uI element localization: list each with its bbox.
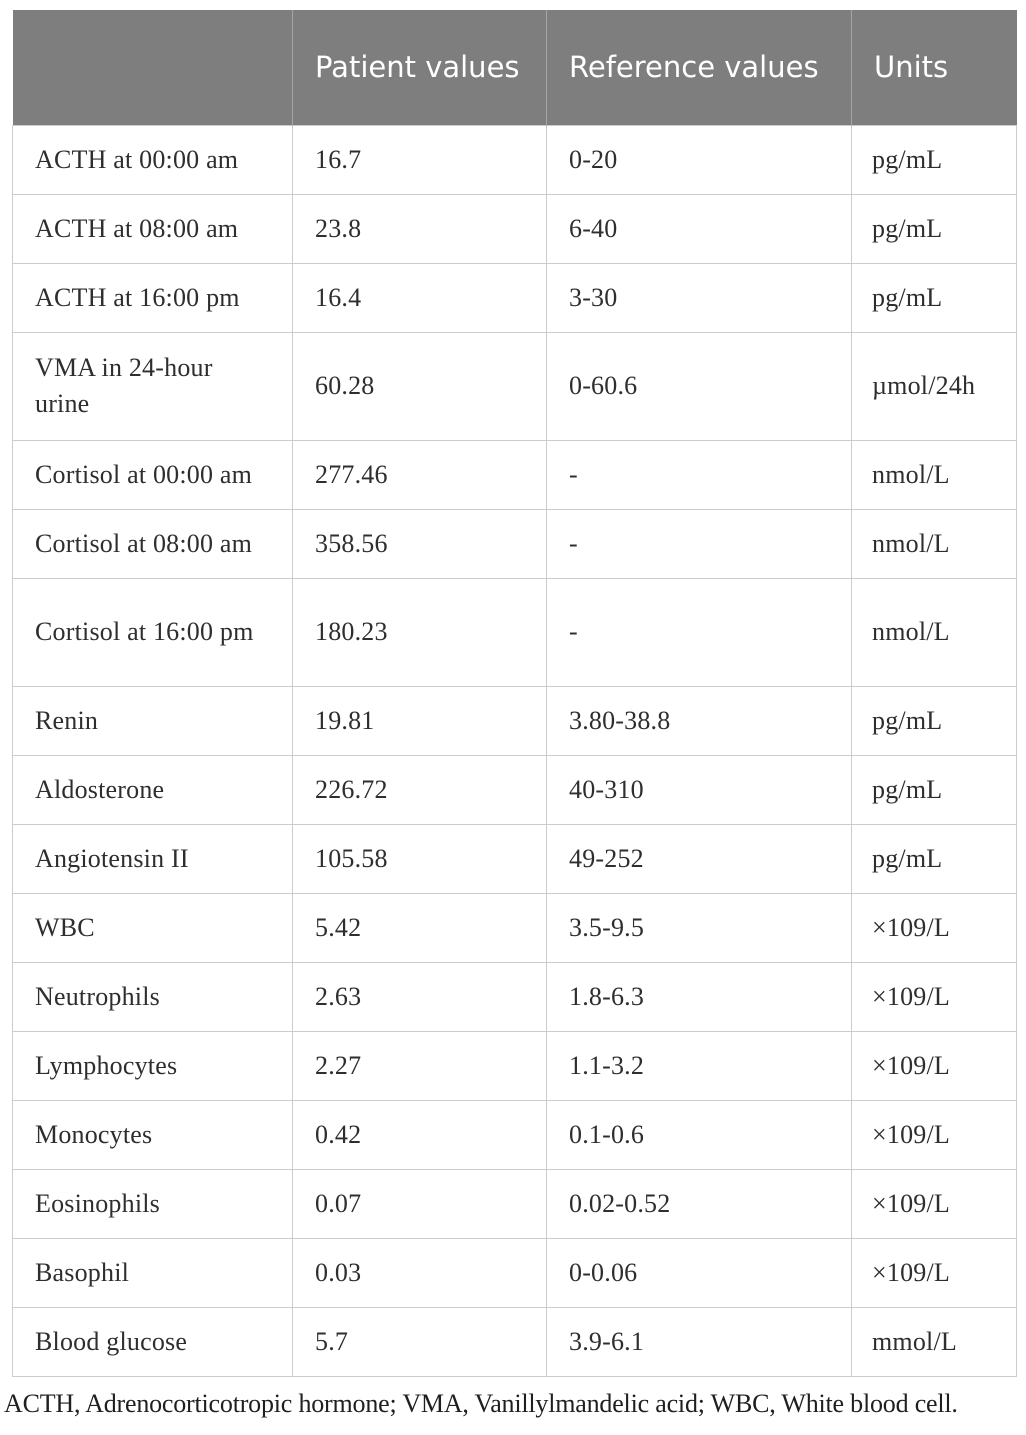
parameter-cell: Cortisol at 16:00 pm (12, 577, 293, 687)
patient-value-cell: 0.03 (292, 1237, 547, 1308)
header-reference-values: Reference values (546, 10, 852, 125)
patient-value-cell: 0.42 (292, 1099, 547, 1170)
reference-value-cell: 3.80-38.8 (546, 685, 852, 756)
units-cell: µmol/24h (851, 331, 1017, 441)
reference-value-cell: 0-0.06 (546, 1237, 852, 1308)
patient-value-cell: 2.63 (292, 961, 547, 1032)
table-row: ACTH at 00:00 am 16.7 0-20 pg/mL (12, 124, 1017, 195)
parameter-cell: ACTH at 00:00 am (12, 124, 293, 195)
parameter-cell: Aldosterone (12, 754, 293, 825)
parameter-cell: WBC (12, 892, 293, 963)
reference-value-cell: 6-40 (546, 193, 852, 264)
parameter-cell: Neutrophils (12, 961, 293, 1032)
reference-value-cell: - (546, 508, 852, 579)
units-cell: ×109/L (851, 1237, 1017, 1308)
units-cell: nmol/L (851, 439, 1017, 510)
table-footnote: ACTH, Adrenocorticotropic hormone; VMA, … (4, 1388, 958, 1418)
table-row: Angiotensin II 105.58 49-252 pg/mL (12, 823, 1017, 894)
units-cell: nmol/L (851, 577, 1017, 687)
patient-value-cell: 2.27 (292, 1030, 547, 1101)
units-cell: ×109/L (851, 892, 1017, 963)
reference-value-cell: 0.02-0.52 (546, 1168, 852, 1239)
parameter-cell: ACTH at 16:00 pm (12, 262, 293, 333)
units-cell: mmol/L (851, 1306, 1017, 1377)
reference-value-cell: 1.1-3.2 (546, 1030, 852, 1101)
units-cell: ×109/L (851, 1030, 1017, 1101)
units-cell: pg/mL (851, 262, 1017, 333)
reference-value-cell: 3-30 (546, 262, 852, 333)
units-cell: pg/mL (851, 754, 1017, 825)
table-row: Renin 19.81 3.80-38.8 pg/mL (12, 685, 1017, 756)
lab-results-table: Patient values Reference values Units AC… (12, 10, 1017, 1377)
table-row: Cortisol at 00:00 am 277.46 - nmol/L (12, 439, 1017, 510)
reference-value-cell: - (546, 577, 852, 687)
patient-value-cell: 226.72 (292, 754, 547, 825)
header-parameter (12, 10, 293, 125)
patient-value-cell: 23.8 (292, 193, 547, 264)
patient-value-cell: 16.4 (292, 262, 547, 333)
reference-value-cell: 1.8-6.3 (546, 961, 852, 1032)
units-cell: ×109/L (851, 1168, 1017, 1239)
parameter-cell: Blood glucose (12, 1306, 293, 1377)
parameter-cell: VMA in 24-hour urine (12, 331, 293, 441)
table-row: WBC 5.42 3.5-9.5 ×109/L (12, 892, 1017, 963)
table-row: Blood glucose 5.7 3.9-6.1 mmol/L (12, 1306, 1017, 1377)
table-row: Neutrophils 2.63 1.8-6.3 ×109/L (12, 961, 1017, 1032)
reference-value-cell: 0.1-0.6 (546, 1099, 852, 1170)
patient-value-cell: 5.42 (292, 892, 547, 963)
parameter-cell: Cortisol at 08:00 am (12, 508, 293, 579)
table-body: ACTH at 00:00 am 16.7 0-20 pg/mL ACTH at… (12, 124, 1017, 1377)
parameter-cell: ACTH at 08:00 am (12, 193, 293, 264)
patient-value-cell: 16.7 (292, 124, 547, 195)
parameter-cell: Angiotensin II (12, 823, 293, 894)
table-row: Lymphocytes 2.27 1.1-3.2 ×109/L (12, 1030, 1017, 1101)
table-row: Monocytes 0.42 0.1-0.6 ×109/L (12, 1099, 1017, 1170)
units-cell: pg/mL (851, 685, 1017, 756)
header-row: Patient values Reference values Units (12, 10, 1017, 125)
patient-value-cell: 358.56 (292, 508, 547, 579)
units-cell: pg/mL (851, 124, 1017, 195)
units-cell: nmol/L (851, 508, 1017, 579)
parameter-cell: Cortisol at 00:00 am (12, 439, 293, 510)
units-cell: pg/mL (851, 823, 1017, 894)
patient-value-cell: 60.28 (292, 331, 547, 441)
reference-value-cell: 3.5-9.5 (546, 892, 852, 963)
table-row: Eosinophils 0.07 0.02-0.52 ×109/L (12, 1168, 1017, 1239)
patient-value-cell: 105.58 (292, 823, 547, 894)
header-patient-values: Patient values (292, 10, 547, 125)
table-row: Aldosterone 226.72 40-310 pg/mL (12, 754, 1017, 825)
reference-value-cell: 40-310 (546, 754, 852, 825)
reference-value-cell: 0-20 (546, 124, 852, 195)
units-cell: ×109/L (851, 1099, 1017, 1170)
header-units: Units (851, 10, 1017, 125)
table-row: ACTH at 08:00 am 23.8 6-40 pg/mL (12, 193, 1017, 264)
table-header: Patient values Reference values Units (12, 10, 1017, 125)
reference-value-cell: 49-252 (546, 823, 852, 894)
patient-value-cell: 19.81 (292, 685, 547, 756)
patient-value-cell: 277.46 (292, 439, 547, 510)
reference-value-cell: 3.9-6.1 (546, 1306, 852, 1377)
parameter-cell: Lymphocytes (12, 1030, 293, 1101)
patient-value-cell: 180.23 (292, 577, 547, 687)
reference-value-cell: 0-60.6 (546, 331, 852, 441)
parameter-cell: Monocytes (12, 1099, 293, 1170)
parameter-cell: Renin (12, 685, 293, 756)
units-cell: pg/mL (851, 193, 1017, 264)
table-row: Cortisol at 16:00 pm 180.23 - nmol/L (12, 577, 1017, 687)
table-row: Cortisol at 08:00 am 358.56 - nmol/L (12, 508, 1017, 579)
table-row: VMA in 24-hour urine 60.28 0-60.6 µmol/2… (12, 331, 1017, 441)
patient-value-cell: 0.07 (292, 1168, 547, 1239)
parameter-cell: Basophil (12, 1237, 293, 1308)
parameter-cell: Eosinophils (12, 1168, 293, 1239)
table-row: Basophil 0.03 0-0.06 ×109/L (12, 1237, 1017, 1308)
units-cell: ×109/L (851, 961, 1017, 1032)
patient-value-cell: 5.7 (292, 1306, 547, 1377)
reference-value-cell: - (546, 439, 852, 510)
table-row: ACTH at 16:00 pm 16.4 3-30 pg/mL (12, 262, 1017, 333)
